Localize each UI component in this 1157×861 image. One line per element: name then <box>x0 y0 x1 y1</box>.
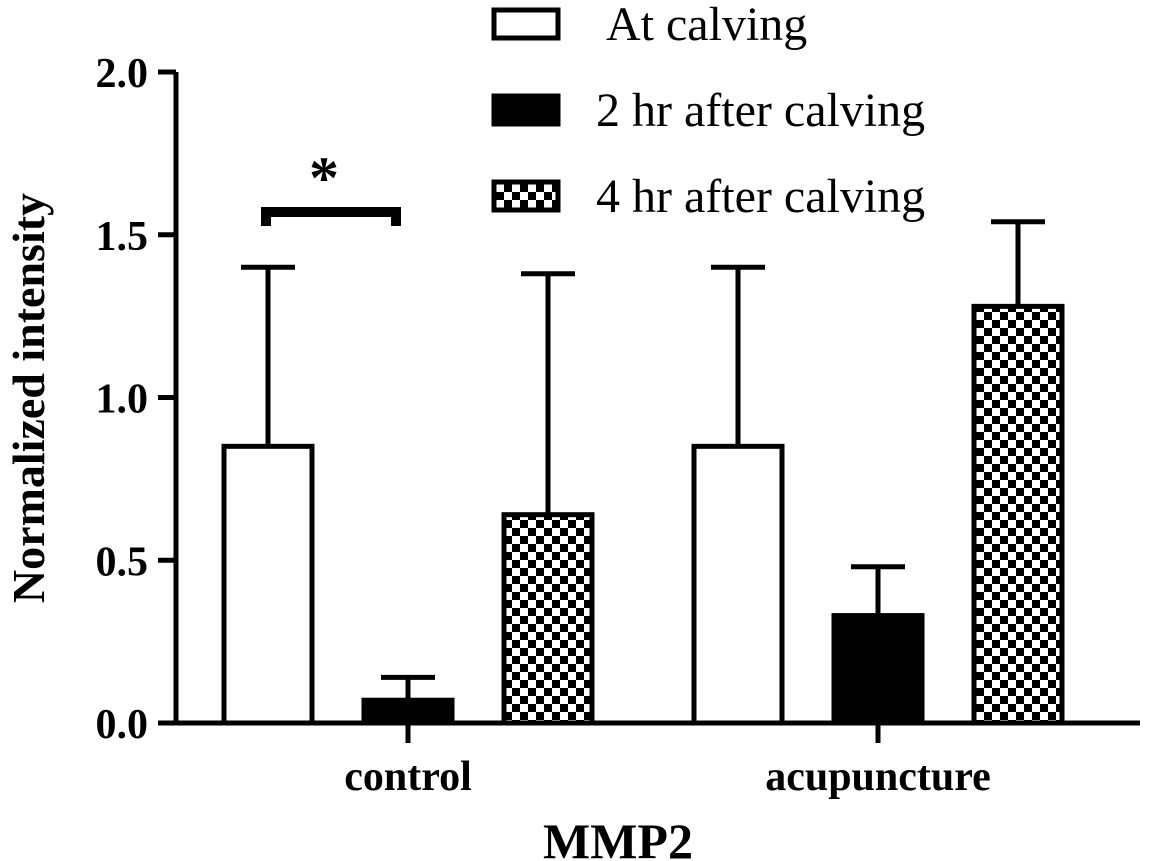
bar-checker <box>971 303 1065 726</box>
significance-bracket <box>261 207 401 226</box>
significance-star: * <box>309 145 339 211</box>
y-axis-title: Normalized intensity <box>3 193 54 603</box>
x-tick-label: control <box>344 754 472 800</box>
legend-swatch <box>491 93 561 127</box>
bar-solid <box>831 613 925 726</box>
bar-checker <box>501 512 595 726</box>
bar-solid <box>361 697 455 726</box>
y-tick-label: 2.0 <box>96 51 149 97</box>
legend-swatch <box>491 7 561 41</box>
x-tick-label: acupuncture <box>765 754 991 800</box>
y-tick-label: 1.0 <box>96 377 149 423</box>
y-tick-label: 0.0 <box>96 702 149 748</box>
legend-label: 2 hr after calving <box>596 84 925 137</box>
legend: At calving 2 hr after calving 4 hr after c… <box>491 0 925 223</box>
bar-hollow <box>221 443 315 726</box>
axes: 0.0 0.5 1.0 1.5 2.0 control acupuncture <box>96 51 1140 800</box>
legend-label: 4 hr after calving <box>596 170 925 223</box>
legend-swatch <box>491 179 561 213</box>
labels: MMP2 Normalized intensity <box>3 193 693 861</box>
bar-hollow <box>691 443 785 726</box>
y-tick-label: 1.5 <box>96 214 149 260</box>
x-axis-title: MMP2 <box>543 813 693 861</box>
bars: * <box>221 145 1065 726</box>
legend-label: At calving <box>606 0 807 51</box>
y-tick-label: 0.5 <box>96 539 149 585</box>
